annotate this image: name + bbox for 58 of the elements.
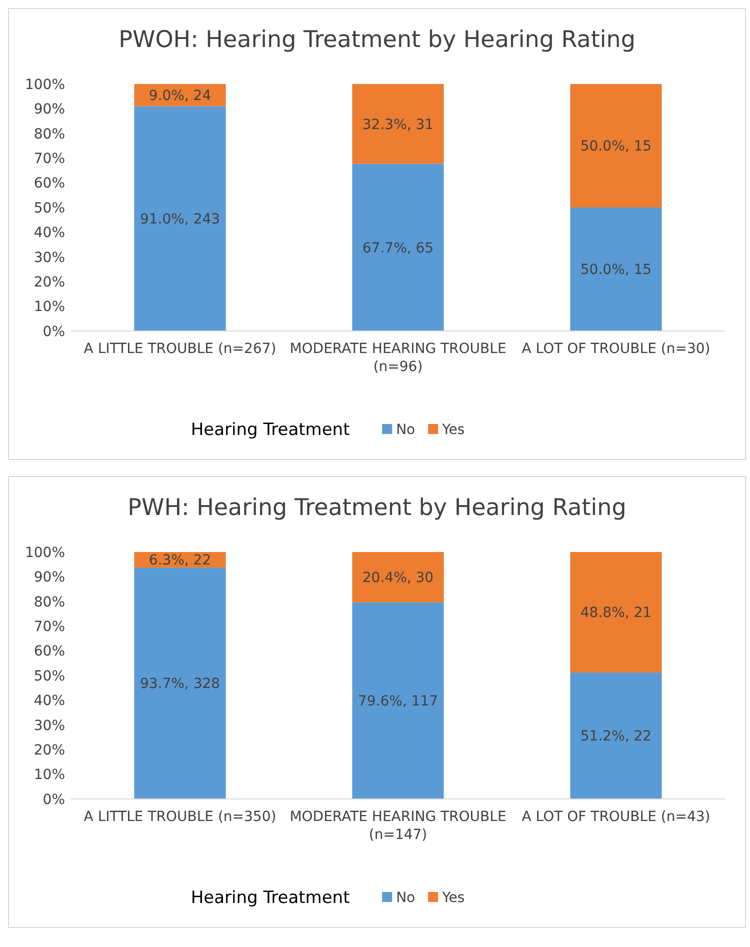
bar [570,672,662,799]
data-label: 50.0%, 15 [580,262,652,278]
y-tick-label: 50% [34,200,65,216]
legend-label: Yes [441,422,465,438]
y-tick-label: 100% [24,544,65,561]
data-label: 50.0%, 15 [580,138,652,155]
x-tick-label: A LITTLE TROUBLE (n=350) [84,809,276,825]
data-label: 6.3%, 22 [148,552,212,569]
y-tick-label: 40% [34,693,65,710]
y-tick-label: 90% [34,102,65,118]
x-tick-label: A LOT OF TROUBLE (n=43) [522,809,710,825]
x-tick-label: MODERATE HEARING TROUBLE (n=147) [290,809,506,843]
y-tick-label: 30% [34,250,65,266]
legend-title: Hearing Treatment [190,888,350,908]
y-tick-label: 10% [34,299,65,316]
bar [570,84,662,208]
y-tick-label: 80% [34,126,65,142]
y-tick-label: 70% [34,151,65,167]
x-tick-label: A LITTLE TROUBLE (n=267) [84,341,276,357]
legend-label: No [396,890,416,906]
bar [570,552,662,673]
y-tick-label: 0% [42,792,65,808]
x-tick-label: MODERATE HEARING TROUBLE (n=96) [290,341,506,375]
data-label: 93.7%, 328 [140,676,220,692]
y-tick-label: 50% [34,668,65,684]
y-tick-label: 70% [34,619,65,635]
bar [352,84,444,164]
y-tick-label: 60% [34,176,65,192]
y-tick-label: 40% [34,225,65,242]
data-label: 9.0%, 24 [148,88,212,104]
bar [570,208,662,331]
bar [134,568,226,799]
data-label: 48.8%, 21 [580,605,652,622]
x-tick-label: A LOT OF TROUBLE (n=30) [522,341,710,357]
y-tick-label: 10% [34,767,65,784]
y-tick-label: 90% [34,570,65,586]
bar [134,106,226,331]
y-tick-label: 60% [34,644,65,660]
chart-title: PWH: Hearing Treatment by Hearing Rating [128,495,626,521]
legend-label: Yes [441,890,465,906]
data-label: 20.4%, 30 [362,570,434,586]
chart-title: PWOH: Hearing Treatment by Hearing Rating [118,27,636,53]
legend-title: Hearing Treatment [190,420,350,440]
data-label: 32.3%, 31 [362,116,434,133]
data-label: 51.2%, 22 [580,728,652,745]
data-label: 91.0%, 243 [140,212,220,228]
y-tick-label: 80% [34,594,65,610]
y-tick-label: 20% [34,742,65,758]
data-label: 67.7%, 65 [362,240,434,256]
y-tick-label: 100% [24,76,65,93]
y-tick-label: 30% [34,718,65,734]
y-tick-label: 20% [34,274,65,290]
data-label: 79.6%, 117 [358,694,438,710]
bar [352,552,444,602]
y-tick-label: 0% [42,324,65,340]
bar [352,164,444,331]
bar [352,602,444,799]
legend-label: No [396,422,416,438]
